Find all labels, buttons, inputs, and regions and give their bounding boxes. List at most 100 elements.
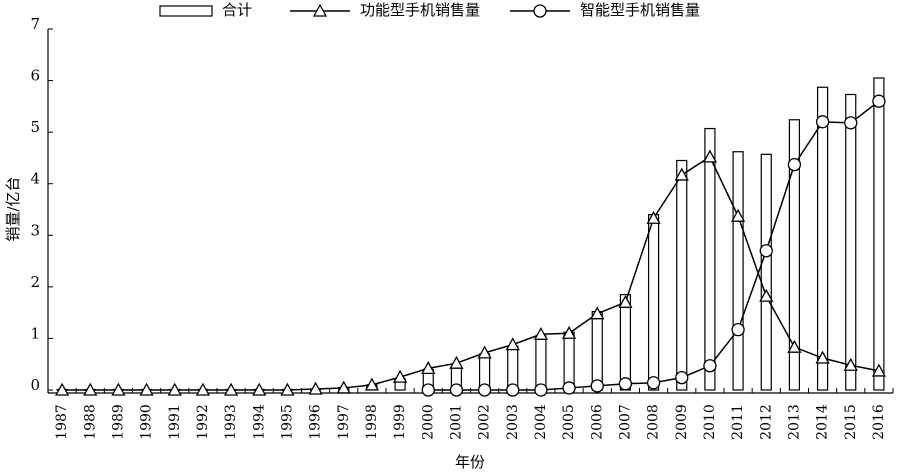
marker [533, 326, 549, 340]
marker [308, 381, 323, 395]
marker [280, 382, 295, 396]
marker [505, 337, 520, 351]
marker [364, 377, 380, 391]
x-tick-label: 1987 [54, 404, 70, 440]
x-tick-label: 2005 [561, 404, 577, 440]
x-tick-label: 1992 [195, 404, 211, 440]
x-tick-label: 2004 [533, 404, 549, 440]
marker [561, 325, 577, 339]
marker [731, 323, 745, 337]
legend-marker [312, 3, 328, 17]
x-tick-label: 2011 [730, 404, 746, 440]
marker [421, 383, 435, 397]
marker [590, 306, 605, 320]
y-tick-label: 5 [30, 118, 40, 136]
marker [844, 116, 858, 130]
bar [760, 153, 772, 391]
marker [759, 244, 773, 258]
bar [619, 293, 632, 391]
x-tick-label: 2000 [420, 404, 436, 440]
x-tick-label: 2016 [871, 404, 887, 440]
marker [646, 376, 661, 390]
marker [111, 382, 126, 396]
bar [647, 214, 660, 391]
legend-label: 合计 [222, 1, 252, 19]
x-tick-label: 2015 [843, 404, 859, 440]
x-tick-label: 2013 [786, 404, 802, 440]
y-tick-label: 2 [30, 273, 40, 291]
x-tick-label: 2003 [505, 404, 521, 440]
y-axis-label: 销量/亿台 [4, 176, 22, 241]
x-tick-label: 2001 [448, 404, 464, 440]
y-tick-label: 7 [30, 15, 40, 33]
x-tick-label: 1995 [279, 404, 295, 440]
marker [703, 359, 717, 373]
marker [675, 370, 689, 385]
marker [195, 382, 211, 396]
marker [815, 350, 830, 364]
x-tick-label: 1998 [364, 404, 380, 440]
marker [590, 379, 604, 393]
marker [759, 288, 774, 302]
x-tick-label: 1989 [110, 404, 126, 440]
marker [167, 382, 182, 396]
y-tick-label: 4 [30, 170, 40, 188]
x-tick-label: 1988 [82, 404, 98, 440]
bar [845, 93, 857, 391]
marker [83, 382, 98, 396]
marker [815, 115, 830, 129]
x-tick-label: 2014 [815, 404, 831, 440]
bar [676, 159, 688, 391]
marker [618, 294, 633, 308]
x-tick-label: 2010 [702, 404, 718, 440]
marker [646, 210, 661, 224]
x-axis-label: 年份 [455, 453, 485, 471]
marker [223, 382, 239, 396]
x-tick-label: 1990 [139, 404, 155, 440]
marker [562, 381, 576, 395]
x-tick-label: 1994 [251, 404, 267, 440]
marker [702, 149, 718, 163]
marker [787, 157, 802, 172]
x-tick-label: 2006 [589, 404, 605, 440]
marker [871, 363, 887, 377]
y-tick-label: 3 [30, 221, 40, 239]
legend-label: 功能型手机销售量 [360, 1, 480, 19]
x-tick-label: 1996 [308, 404, 324, 440]
marker [252, 382, 267, 396]
marker [872, 94, 886, 108]
bar [732, 151, 744, 391]
bar [873, 77, 885, 391]
x-tick-label: 1991 [167, 404, 183, 440]
x-tick-label: 2007 [617, 404, 633, 440]
marker [674, 167, 689, 181]
y-tick-label: 1 [30, 324, 40, 342]
y-tick-label: 6 [30, 67, 40, 85]
bar [591, 311, 603, 391]
x-tick-label: 1993 [223, 404, 239, 440]
marker [534, 383, 548, 397]
line [62, 155, 880, 391]
bar [788, 119, 801, 391]
legend-label: 智能型手机销售量 [580, 1, 700, 19]
legend-swatch [159, 5, 213, 17]
marker [843, 357, 858, 371]
x-tick-label: 1997 [336, 404, 352, 440]
marker [477, 345, 492, 359]
y-tick-label: 0 [30, 376, 40, 394]
marker [392, 369, 408, 383]
x-tick-label: 2009 [674, 404, 690, 440]
bar [704, 127, 716, 391]
x-tick-label: 2008 [646, 404, 662, 440]
bar [535, 335, 547, 391]
marker [730, 208, 746, 222]
marker [506, 383, 520, 397]
marker [449, 383, 464, 397]
marker [54, 382, 70, 396]
x-tick-label: 2012 [758, 404, 774, 440]
marker [139, 382, 154, 396]
marker [618, 377, 633, 391]
x-tick-label: 1999 [392, 404, 408, 440]
marker [336, 380, 351, 394]
